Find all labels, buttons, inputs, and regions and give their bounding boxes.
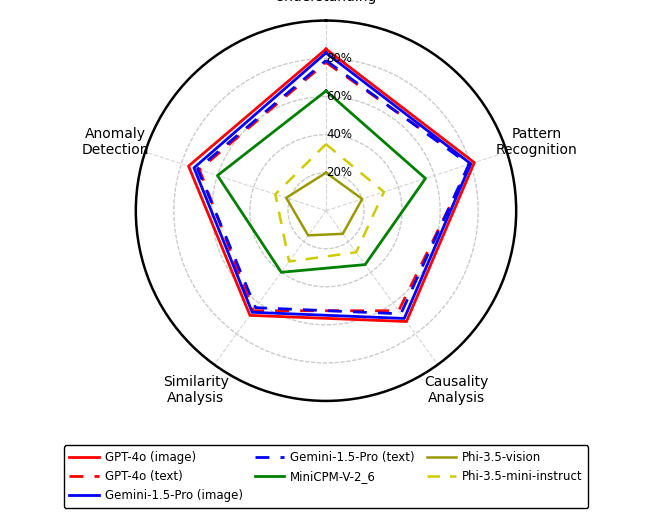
Text: 20%: 20% bbox=[326, 166, 352, 179]
Text: 60%: 60% bbox=[326, 90, 352, 103]
Legend: GPT-4o (image), GPT-4o (text), Gemini-1.5-Pro (image), Gemini-1.5-Pro (text), Mi: GPT-4o (image), GPT-4o (text), Gemini-1.… bbox=[63, 446, 589, 508]
Text: 80%: 80% bbox=[326, 52, 352, 65]
Text: 40%: 40% bbox=[326, 128, 352, 141]
